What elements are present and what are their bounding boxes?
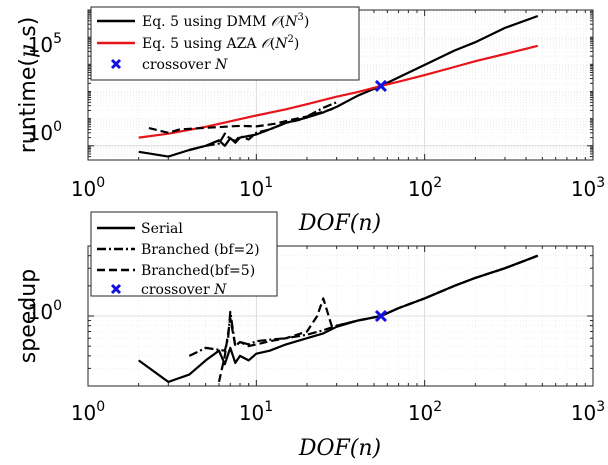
top-legend-label-aza: Eq. 5 using AZA 𝒪(N2) <box>142 34 299 52</box>
bottom-series <box>138 254 539 383</box>
top-ytick-label-1: 105 <box>28 31 62 57</box>
bottom-legend-label-bf2: Branched (bf=2) <box>141 242 260 258</box>
top-xtick-label-2: 102 <box>408 175 442 201</box>
top-panel: 100 105 100 101 102 103 runtime(μ s) DOF… <box>16 6 605 236</box>
top-xtick-label-1: 101 <box>239 175 273 201</box>
bottom-crossover-marker <box>374 309 388 323</box>
top-legend: Eq. 5 using DMM 𝒪(N3) Eq. 5 using AZA 𝒪(… <box>90 6 360 81</box>
bottom-legend-swatch-crossover <box>110 283 122 295</box>
bottom-legend-label-serial: Serial <box>141 221 183 237</box>
bottom-ylabel: speedup <box>16 269 41 363</box>
top-xtick-label-0: 100 <box>71 175 105 201</box>
top-legend-label-crossover: crossover N <box>142 57 228 73</box>
top-xtick-label-3: 103 <box>571 175 605 201</box>
top-series-clip <box>138 14 539 158</box>
bottom-series-clip <box>138 254 539 383</box>
top-legend-box <box>90 6 360 81</box>
top-crossover-marker <box>374 79 388 92</box>
bottom-xtick-label-0: 100 <box>71 399 105 425</box>
bottom-legend-label-bf5: Branched(bf=5) <box>141 263 255 279</box>
top-ylabel: runtime(μ s) <box>16 17 41 154</box>
bottom-xtick-label-2: 102 <box>408 399 442 425</box>
bottom-ticks <box>87 245 593 387</box>
bottom-panel: 100 100 101 102 103 speedup DOF(n) Seria… <box>16 211 605 461</box>
bottom-xtick-label-3: 103 <box>571 399 605 425</box>
top-series <box>138 14 539 158</box>
top-series-branched-bf-5 <box>148 105 338 134</box>
bottom-legend-label-crossover: crossover N <box>141 282 227 298</box>
bottom-legend: Serial Branched (bf=2) Branched(bf=5) cr… <box>90 211 278 298</box>
bottom-ytick-label-0: 100 <box>28 298 62 324</box>
top-ytick-label-0: 100 <box>28 119 62 145</box>
top-series-eq-5-using-aza-o-n-2 <box>138 44 539 139</box>
bottom-legend-box <box>90 211 278 297</box>
bottom-xtick-label-1: 101 <box>239 399 273 425</box>
top-xlabel: DOF(n) <box>298 211 381 236</box>
bottom-xlabel: DOF(n) <box>298 436 381 461</box>
bottom-series-branched-bf-5 <box>217 254 539 383</box>
top-legend-label-dmm: Eq. 5 using DMM 𝒪(N3) <box>142 12 309 30</box>
top-legend-swatch-crossover <box>110 58 122 70</box>
